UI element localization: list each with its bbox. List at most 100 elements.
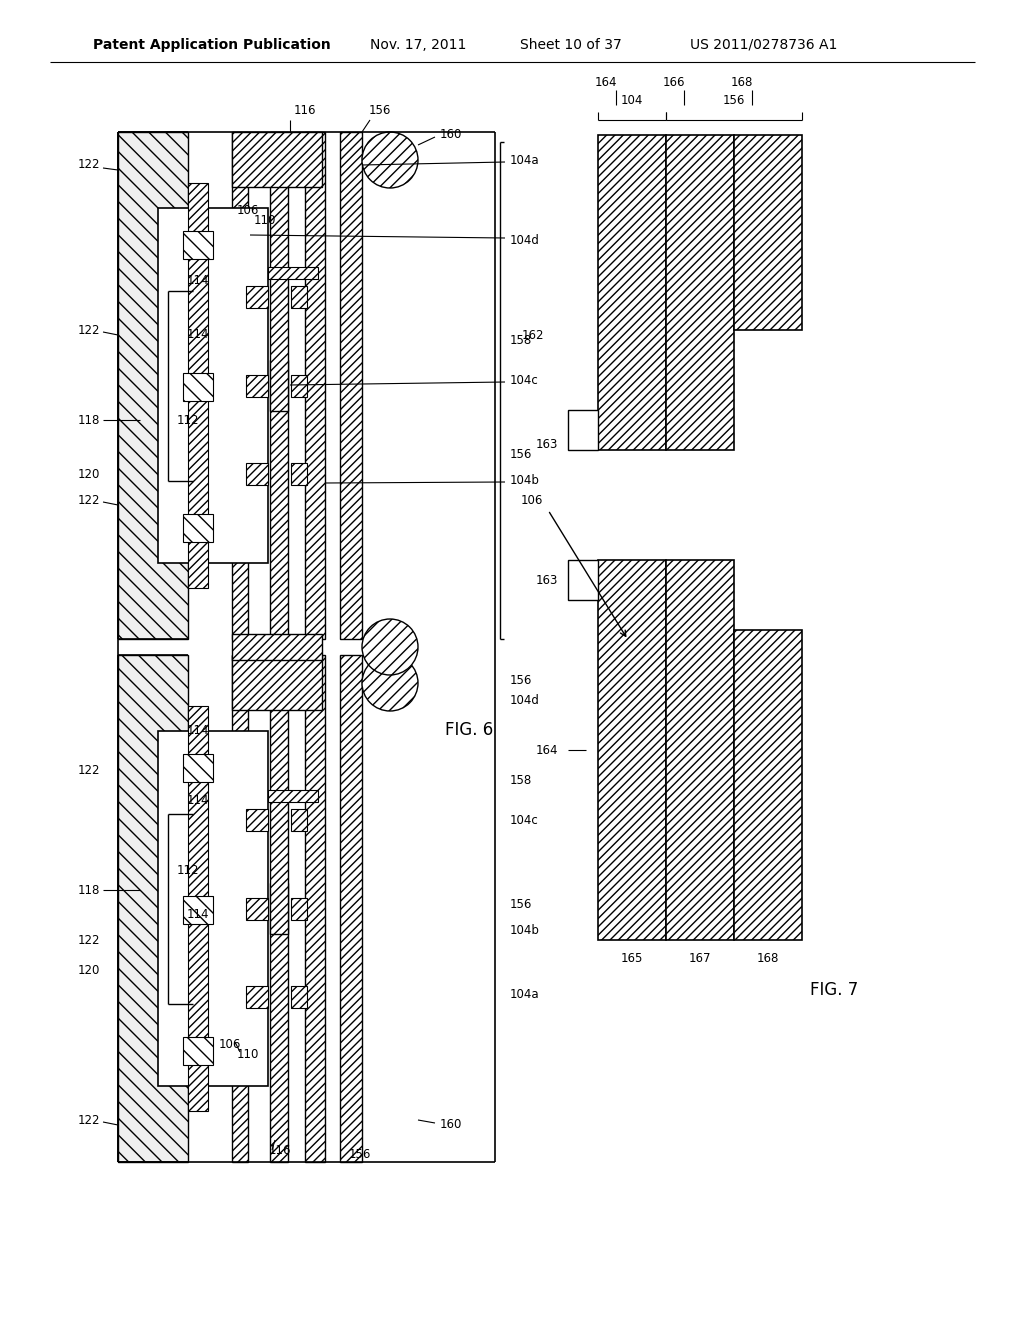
Bar [183,515,213,543]
Text: Patent Application Publication: Patent Application Publication [93,38,331,51]
Text: 104: 104 [621,94,643,107]
Bar [305,132,325,639]
Bar [568,411,598,450]
Bar [291,285,307,308]
Bar [232,634,322,660]
Bar [305,655,325,1162]
Text: 112: 112 [177,413,200,426]
Bar [291,463,307,486]
Bar [183,1038,213,1065]
Bar [118,132,188,639]
Text: 114: 114 [186,723,209,737]
Bar [734,135,802,330]
Bar [246,463,268,486]
Bar [340,655,362,1162]
Text: 104a: 104a [510,989,540,1002]
Circle shape [362,132,418,187]
Bar [232,655,322,710]
Text: 164: 164 [536,743,558,756]
Text: 168: 168 [731,75,754,88]
Circle shape [362,655,418,711]
Bar [183,372,213,400]
Bar [168,290,193,480]
Text: 156: 156 [349,1148,371,1162]
Bar [232,1060,248,1162]
Text: 104d: 104d [510,234,540,247]
Text: 164: 164 [595,75,617,88]
Text: 160: 160 [440,1118,463,1131]
Text: 122: 122 [78,494,100,507]
Bar [158,209,268,562]
Text: 158: 158 [510,774,532,787]
Bar [183,895,213,924]
Bar [118,655,188,1162]
Text: FIG. 7: FIG. 7 [810,981,858,999]
Text: 104d: 104d [510,693,540,706]
Bar [246,375,268,396]
Bar [246,986,268,1008]
Text: 116: 116 [268,1143,291,1156]
Bar [340,132,362,639]
Bar [246,809,268,830]
Text: 120: 120 [78,964,100,977]
Text: Sheet 10 of 37: Sheet 10 of 37 [520,38,622,51]
Bar [183,754,213,781]
Text: 110: 110 [254,214,276,227]
Bar [291,986,307,1008]
Text: 104b: 104b [510,474,540,487]
Text: 156: 156 [510,899,532,912]
Bar [568,560,598,601]
Text: 166: 166 [663,75,685,88]
Text: 118: 118 [78,413,100,426]
Bar [232,537,248,639]
Text: 165: 165 [621,952,643,965]
Bar [598,135,666,450]
Text: 158: 158 [510,334,532,346]
Bar [246,898,268,920]
Bar [188,706,208,1111]
Text: 122: 122 [78,323,100,337]
Bar [270,360,288,639]
Text: 106: 106 [237,203,259,216]
Text: 114: 114 [186,273,209,286]
Text: 168: 168 [757,952,779,965]
Bar [268,791,318,803]
Text: 156: 156 [369,103,391,116]
Bar [232,132,322,187]
Text: 112: 112 [177,863,200,876]
Text: 156: 156 [510,673,532,686]
Bar [232,655,248,756]
Bar [666,135,734,450]
Text: 104b: 104b [510,924,540,936]
Bar [168,813,193,1003]
Text: 114: 114 [186,329,209,342]
Text: 167: 167 [689,952,712,965]
Text: 122: 122 [78,158,100,172]
Bar [666,560,734,940]
Text: 122: 122 [78,1114,100,1126]
Text: 122: 122 [78,763,100,776]
Text: 156: 156 [723,94,745,107]
Text: 118: 118 [78,883,100,896]
Text: 104a: 104a [510,153,540,166]
Text: 163: 163 [536,573,558,586]
Bar [734,630,802,940]
Text: 116: 116 [294,103,316,116]
Text: 122: 122 [78,933,100,946]
Circle shape [362,619,418,675]
Text: 106: 106 [520,494,543,507]
Bar [270,655,288,933]
Text: 163: 163 [536,438,558,451]
Text: 114: 114 [186,793,209,807]
Bar [270,883,288,1162]
Text: 120: 120 [78,469,100,482]
Text: 104c: 104c [510,813,539,826]
Bar [291,809,307,830]
Bar [598,560,666,940]
Text: 156: 156 [510,449,532,462]
Bar [291,375,307,396]
Text: 114: 114 [186,908,209,921]
Bar [268,267,318,279]
Bar [246,285,268,308]
Bar [188,182,208,589]
